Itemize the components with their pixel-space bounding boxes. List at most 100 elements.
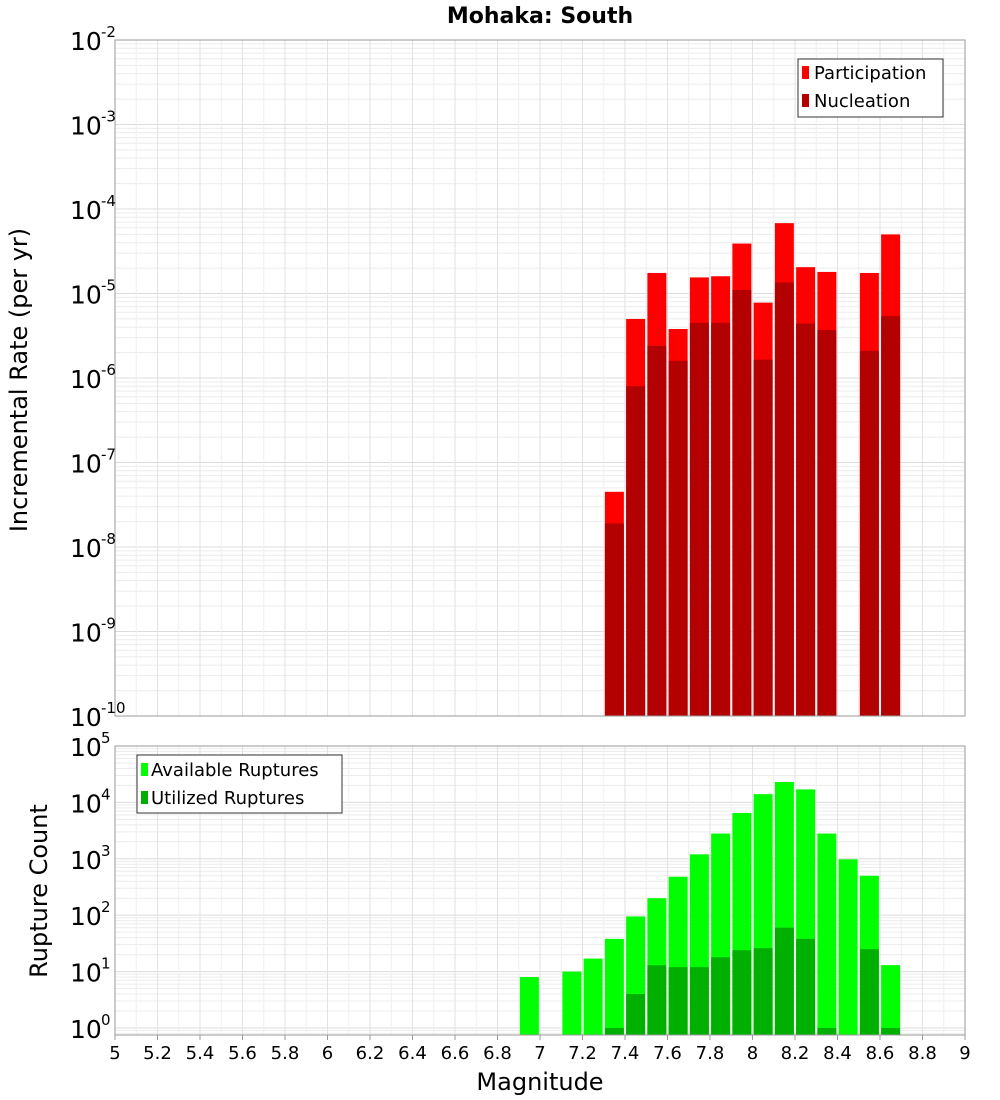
count-y-tick-exponent: 1	[101, 955, 111, 973]
x-tick-label: 8.6	[866, 1043, 895, 1064]
rate-y-tick-exponent: -3	[101, 108, 116, 126]
x-tick-label: 8	[747, 1043, 758, 1064]
x-tick-label: 7.6	[653, 1043, 682, 1064]
rate-bar-nucleation	[689, 322, 709, 716]
legend-swatch-utilized	[141, 791, 148, 804]
count-bar-available-ruptures	[519, 977, 539, 1035]
rate-bar-nucleation	[753, 359, 773, 716]
legend-label-utilized: Utilized Ruptures	[151, 788, 304, 809]
x-tick-label: 6.8	[483, 1043, 512, 1064]
rate-plot-border	[114, 39, 966, 717]
x-tick-label: 7.8	[696, 1043, 725, 1064]
count-y-tick-exponent: 0	[101, 1011, 111, 1029]
rate-bar-nucleation	[711, 322, 731, 716]
rate-y-tick-exponent: -5	[101, 277, 116, 295]
count-legend-box	[136, 754, 343, 814]
rate-bars	[604, 223, 901, 717]
count-y-tick-label: 10	[70, 1015, 102, 1044]
count-bar-utilized-ruptures	[732, 950, 752, 1035]
legend-swatch-nucleation	[802, 94, 809, 107]
x-tick-label: 6	[322, 1043, 333, 1064]
legend-label-nucleation: Nucleation	[814, 91, 910, 112]
count-x-ticks: 5 5.2 5.4 5.6 5.8 6 6.2 6.4 6.6 6.8 7 7.2 7.4 7.6 7.8 8…	[109, 1035, 971, 1064]
legend-label-participation: Participation	[814, 63, 926, 84]
rate-bar-nucleation	[774, 282, 794, 716]
legend-swatch-available	[141, 763, 148, 776]
rate-y-tick-exponent: -8	[101, 530, 116, 548]
x-tick-label: 6.4	[398, 1043, 427, 1064]
count-bar-utilized-ruptures	[859, 949, 879, 1035]
count-bar-utilized-ruptures	[711, 957, 731, 1035]
count-bar-utilized-ruptures	[604, 1027, 624, 1035]
rate-bar-nucleation	[732, 290, 752, 716]
rate-y-tick-exponent: -2	[101, 23, 116, 41]
count-bar-available-ruptures	[583, 958, 603, 1035]
rate-y-tick-exponent: -4	[101, 192, 116, 210]
rate-bar-nucleation	[647, 345, 667, 716]
x-tick-label: 5.4	[186, 1043, 215, 1064]
rate-bar-nucleation	[626, 386, 646, 716]
rate-legend-box	[797, 58, 944, 118]
count-bar-available-ruptures	[817, 833, 837, 1035]
rate-y-tick-exponent: -9	[101, 615, 116, 633]
count-bars	[519, 781, 901, 1035]
rate-y-tick-exponent: -6	[101, 361, 116, 379]
rate-y-tick-label: 10	[70, 112, 102, 141]
legend-label-available: Available Ruptures	[151, 760, 319, 781]
x-tick-label: 6.6	[441, 1043, 470, 1064]
rate-y-tick-label: 10	[70, 281, 102, 310]
count-bar-utilized-ruptures	[774, 927, 794, 1035]
rate-bar-nucleation	[796, 323, 816, 716]
count-bar-utilized-ruptures	[689, 967, 709, 1035]
x-tick-label: 5	[109, 1043, 120, 1064]
rate-y-tick-label: 10	[70, 534, 102, 563]
count-bar-available-ruptures	[838, 859, 858, 1035]
rate-y-tick-label: 10	[70, 619, 102, 648]
count-bar-utilized-ruptures	[626, 994, 646, 1035]
x-tick-label: 5.6	[228, 1043, 257, 1064]
x-tick-label: 8.4	[823, 1043, 852, 1064]
x-tick-label: 7.2	[568, 1043, 597, 1064]
chart-title: Mohaka: South	[447, 4, 633, 29]
x-tick-label: 5.8	[271, 1043, 300, 1064]
count-bar-utilized-ruptures	[647, 965, 667, 1035]
count-y-tick-label: 10	[70, 846, 102, 875]
x-axis-label: Magnitude	[476, 1068, 603, 1096]
count-y-tick-exponent: 5	[101, 729, 111, 747]
count-bar-utilized-ruptures	[817, 1027, 837, 1035]
rate-bar-nucleation	[604, 523, 624, 716]
x-tick-label: 8.2	[781, 1043, 810, 1064]
rate-bar-nucleation	[817, 329, 837, 716]
rate-bar-nucleation	[881, 316, 901, 716]
x-tick-label: 8.8	[908, 1043, 937, 1064]
x-tick-label: 7.4	[611, 1043, 640, 1064]
rate-grid	[114, 40, 966, 717]
count-legend: Available Ruptures Utilized Ruptures	[136, 754, 343, 814]
count-y-tick-exponent: 2	[101, 898, 111, 916]
legend-swatch-participation	[802, 66, 809, 79]
count-y-tick-label: 10	[70, 733, 102, 762]
count-bar-utilized-ruptures	[668, 967, 688, 1035]
count-bar-available-ruptures	[881, 965, 901, 1035]
count-bar-utilized-ruptures	[796, 938, 816, 1035]
rate-y-tick-label: 10	[70, 365, 102, 394]
x-tick-label: 6.2	[356, 1043, 385, 1064]
x-tick-label: 7	[534, 1043, 545, 1064]
count-bar-available-ruptures	[604, 938, 624, 1035]
x-tick-label: 5.2	[143, 1043, 172, 1064]
rate-y-tick-label: 10	[70, 196, 102, 225]
count-y-tick-label: 10	[70, 789, 102, 818]
count-bar-utilized-ruptures	[881, 1027, 901, 1035]
count-y-tick-label: 10	[70, 959, 102, 988]
rate-y-tick-label: 10	[70, 27, 102, 56]
rate-y-axis-label: Incremental Rate (per yr)	[5, 228, 33, 532]
rate-legend: Participation Nucleation	[797, 58, 944, 118]
count-bar-utilized-ruptures	[753, 948, 773, 1035]
count-y-axis-label: Rupture Count	[25, 804, 53, 978]
count-bar-available-ruptures	[562, 971, 582, 1035]
x-tick-label: 9	[959, 1043, 970, 1064]
rate-y-tick-exponent: -7	[101, 446, 116, 464]
